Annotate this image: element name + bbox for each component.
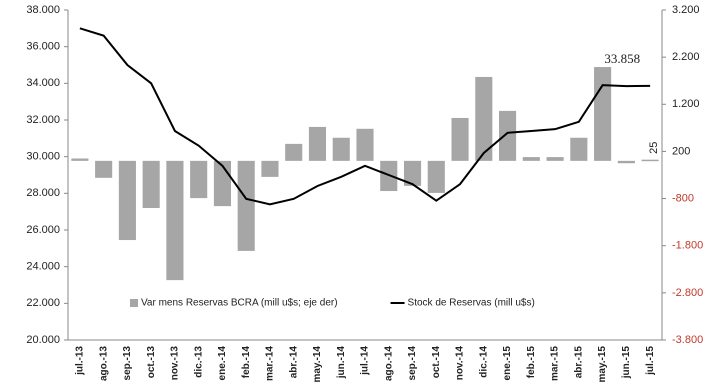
bar (213, 160, 231, 207)
y-tick-label: 22.000 (26, 297, 60, 309)
bar (308, 126, 327, 161)
x-tick-label: oct.-13 (146, 346, 157, 379)
y-tick-label: 30.000 (26, 151, 60, 163)
y-tick-label: 34.000 (26, 77, 60, 89)
y2-tick-label: -800 (672, 192, 694, 204)
bar (95, 160, 113, 178)
bar (475, 76, 493, 161)
bar (617, 160, 635, 164)
x-tick-label: abr.-15 (573, 346, 584, 379)
x-tick-label: dic.-13 (193, 346, 204, 378)
x-tick-label: nov.-13 (170, 346, 181, 381)
legend-label: Var mens Reservas BCRA (mill u$s; eje de… (141, 298, 338, 309)
line (79, 27, 651, 206)
y2-tick-label: -2.800 (672, 287, 703, 299)
bar (641, 159, 659, 162)
y2-tick-label: 1.200 (672, 98, 700, 110)
bar (261, 160, 279, 177)
bar (237, 160, 255, 251)
x-tick-label: sep.-13 (122, 346, 133, 381)
x-tick-label: jul.-15 (645, 346, 656, 376)
bar (285, 143, 303, 161)
x-tick-label: may.-14 (312, 346, 323, 383)
y2-tick-label: 200 (672, 145, 690, 157)
x-tick-label: feb.-14 (241, 346, 252, 379)
data-label: 33.858 (604, 51, 640, 66)
x-tick-label: jun.-14 (336, 346, 347, 380)
x-tick-label: nov.-14 (455, 346, 466, 381)
x-tick-label: sep.-14 (407, 346, 418, 381)
x-tick-label: dic.-14 (478, 346, 489, 378)
y2-tick-label: 3.200 (672, 4, 700, 16)
y-tick-label: 28.000 (26, 187, 60, 199)
bar (522, 157, 540, 161)
bar (71, 158, 89, 161)
x-tick-label: mar.-15 (550, 346, 561, 381)
x-tick-label: mar.-14 (265, 346, 276, 381)
y2-tick-label: 2.200 (672, 51, 700, 63)
legend-swatch (130, 299, 138, 307)
y-tick-label: 32.000 (26, 114, 60, 126)
bar (356, 128, 374, 161)
bar (403, 160, 422, 186)
x-tick-label: abr.-14 (288, 346, 299, 379)
bar (332, 137, 350, 161)
y2-tick-label: -3.800 (672, 334, 703, 346)
bar (118, 160, 136, 241)
y-tick-label: 38.000 (26, 4, 60, 16)
bar (451, 117, 469, 161)
bar (594, 67, 612, 161)
x-tick-label: may.-15 (597, 346, 608, 383)
x-tick-label: jul.-13 (75, 346, 86, 376)
y-tick-label: 36.000 (26, 41, 60, 53)
bar (570, 137, 588, 161)
x-tick-label: feb.-15 (526, 346, 537, 379)
y2-tick-label: -1.800 (672, 240, 703, 252)
bar (546, 157, 564, 161)
x-tick-label: jun.-15 (621, 346, 632, 380)
bar (499, 110, 517, 161)
bar (427, 160, 445, 193)
legend-label: Stock de Reservas (mill u$s) (408, 298, 535, 309)
data-label: 25 (648, 142, 660, 154)
x-tick-label: ene.-15 (502, 346, 513, 381)
x-tick-label: ago.-14 (383, 346, 394, 381)
x-tick-label: oct.-14 (431, 346, 442, 379)
bar (166, 160, 184, 281)
y-tick-label: 20.000 (26, 334, 60, 346)
bar (190, 160, 208, 199)
x-tick-label: jul.-14 (360, 346, 371, 376)
bar (142, 160, 160, 208)
y-tick-label: 24.000 (26, 261, 60, 273)
x-tick-label: ago.-13 (98, 346, 109, 381)
x-tick-label: ene.-14 (217, 346, 228, 381)
y-tick-label: 26.000 (26, 224, 60, 236)
